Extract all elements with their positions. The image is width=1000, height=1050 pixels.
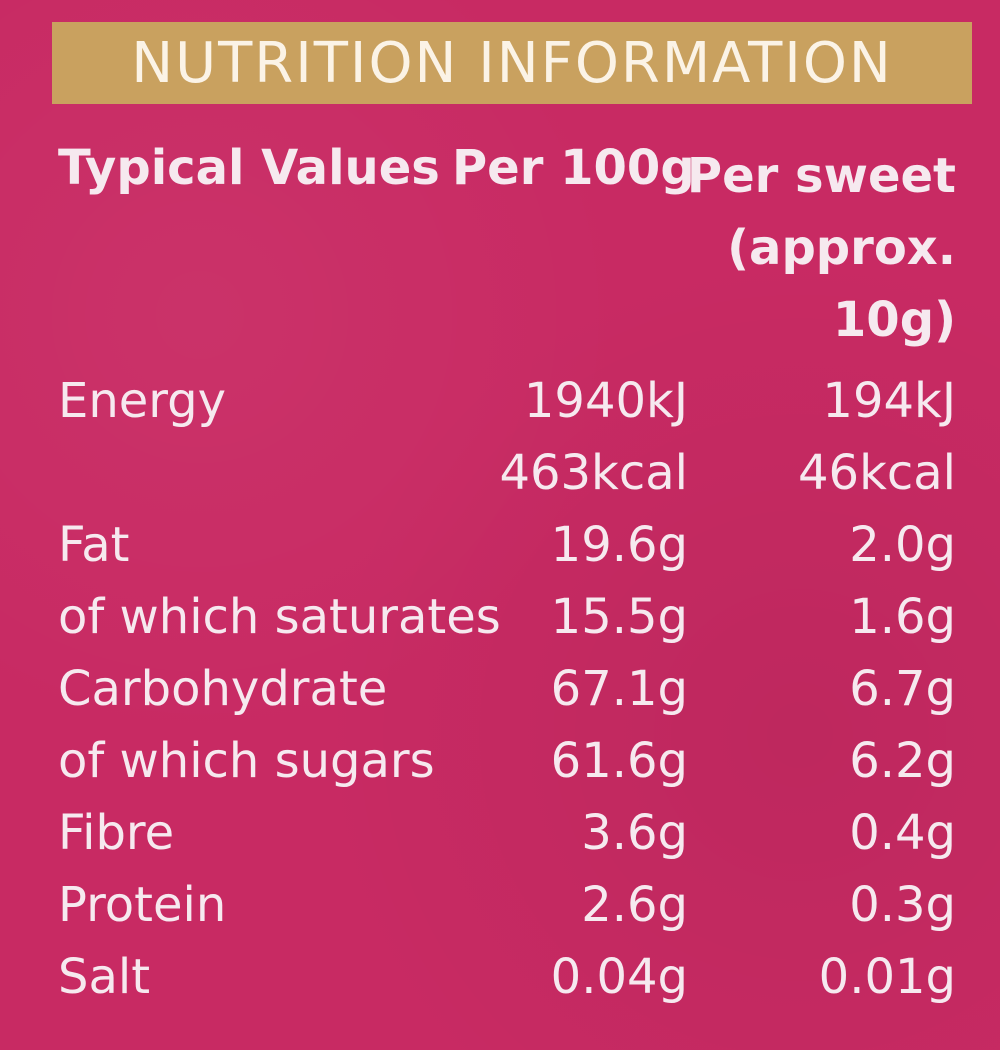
- row-per100-value: 2.6g: [581, 877, 688, 933]
- row-persweet-value-kj: 194kJ: [822, 373, 956, 429]
- row-label: Salt: [58, 949, 151, 1005]
- table-row-sugars: of which sugars 61.6g 6.2g: [0, 725, 1000, 797]
- table-row-saturates: of which saturates 15.5g 1.6g: [0, 581, 1000, 653]
- row-persweet-value: 6.7g: [849, 661, 956, 717]
- header-per-sweet-line1: Per sweet: [686, 148, 956, 204]
- row-per100-value: 3.6g: [581, 805, 688, 861]
- row-label: Energy: [58, 373, 227, 429]
- row-per100-value-kcal: 463kcal: [499, 445, 688, 501]
- row-label: of which sugars: [58, 733, 435, 789]
- row-per100-cell: 1940kJ 463kcal: [499, 365, 688, 509]
- row-persweet-value: 1.6g: [849, 589, 956, 645]
- row-label: Fibre: [58, 805, 175, 861]
- header-typical-values: Typical Values: [58, 140, 440, 196]
- title-bar: NUTRITION INFORMATION: [52, 22, 972, 104]
- row-per100-value: 19.6g: [550, 517, 688, 573]
- table-row-fat: Fat 19.6g 2.0g: [0, 509, 1000, 581]
- table-row-salt: Salt 0.04g 0.01g: [0, 941, 1000, 1013]
- row-label: Protein: [58, 877, 227, 933]
- nutrition-table-body: Energy 1940kJ 463kcal 194kJ 46kcal Fat 1…: [0, 365, 1000, 1013]
- row-label: of which saturates: [58, 589, 501, 645]
- row-per100-value: 0.04g: [550, 949, 688, 1005]
- table-row-protein: Protein 2.6g 0.3g: [0, 869, 1000, 941]
- row-per100-value-kj: 1940kJ: [523, 373, 688, 429]
- table-row-carbohydrate: Carbohydrate 67.1g 6.7g: [0, 653, 1000, 725]
- table-row-energy: Energy 1940kJ 463kcal 194kJ 46kcal: [0, 365, 1000, 509]
- row-label: Fat: [58, 517, 130, 573]
- row-label: Carbohydrate: [58, 661, 388, 717]
- table-header: Typical Values Per 100g Per sweet (appro…: [0, 130, 1000, 360]
- header-per-100g: Per 100g: [452, 140, 695, 196]
- row-per100-value: 15.5g: [550, 589, 688, 645]
- page-title: NUTRITION INFORMATION: [131, 30, 893, 96]
- row-persweet-cell: 194kJ 46kcal: [798, 365, 956, 509]
- header-per-sweet-line3: 10g): [832, 292, 956, 348]
- table-row-fibre: Fibre 3.6g 0.4g: [0, 797, 1000, 869]
- row-persweet-value: 0.01g: [818, 949, 956, 1005]
- row-persweet-value: 0.3g: [849, 877, 956, 933]
- row-per100-value: 61.6g: [550, 733, 688, 789]
- row-persweet-value: 2.0g: [849, 517, 956, 573]
- row-persweet-value: 0.4g: [849, 805, 956, 861]
- header-per-sweet: Per sweet (approx. 10g): [687, 140, 956, 356]
- row-persweet-value-kcal: 46kcal: [797, 445, 956, 501]
- row-per100-value: 67.1g: [550, 661, 688, 717]
- header-per-sweet-line2: (approx.: [727, 220, 956, 276]
- row-persweet-value: 6.2g: [849, 733, 956, 789]
